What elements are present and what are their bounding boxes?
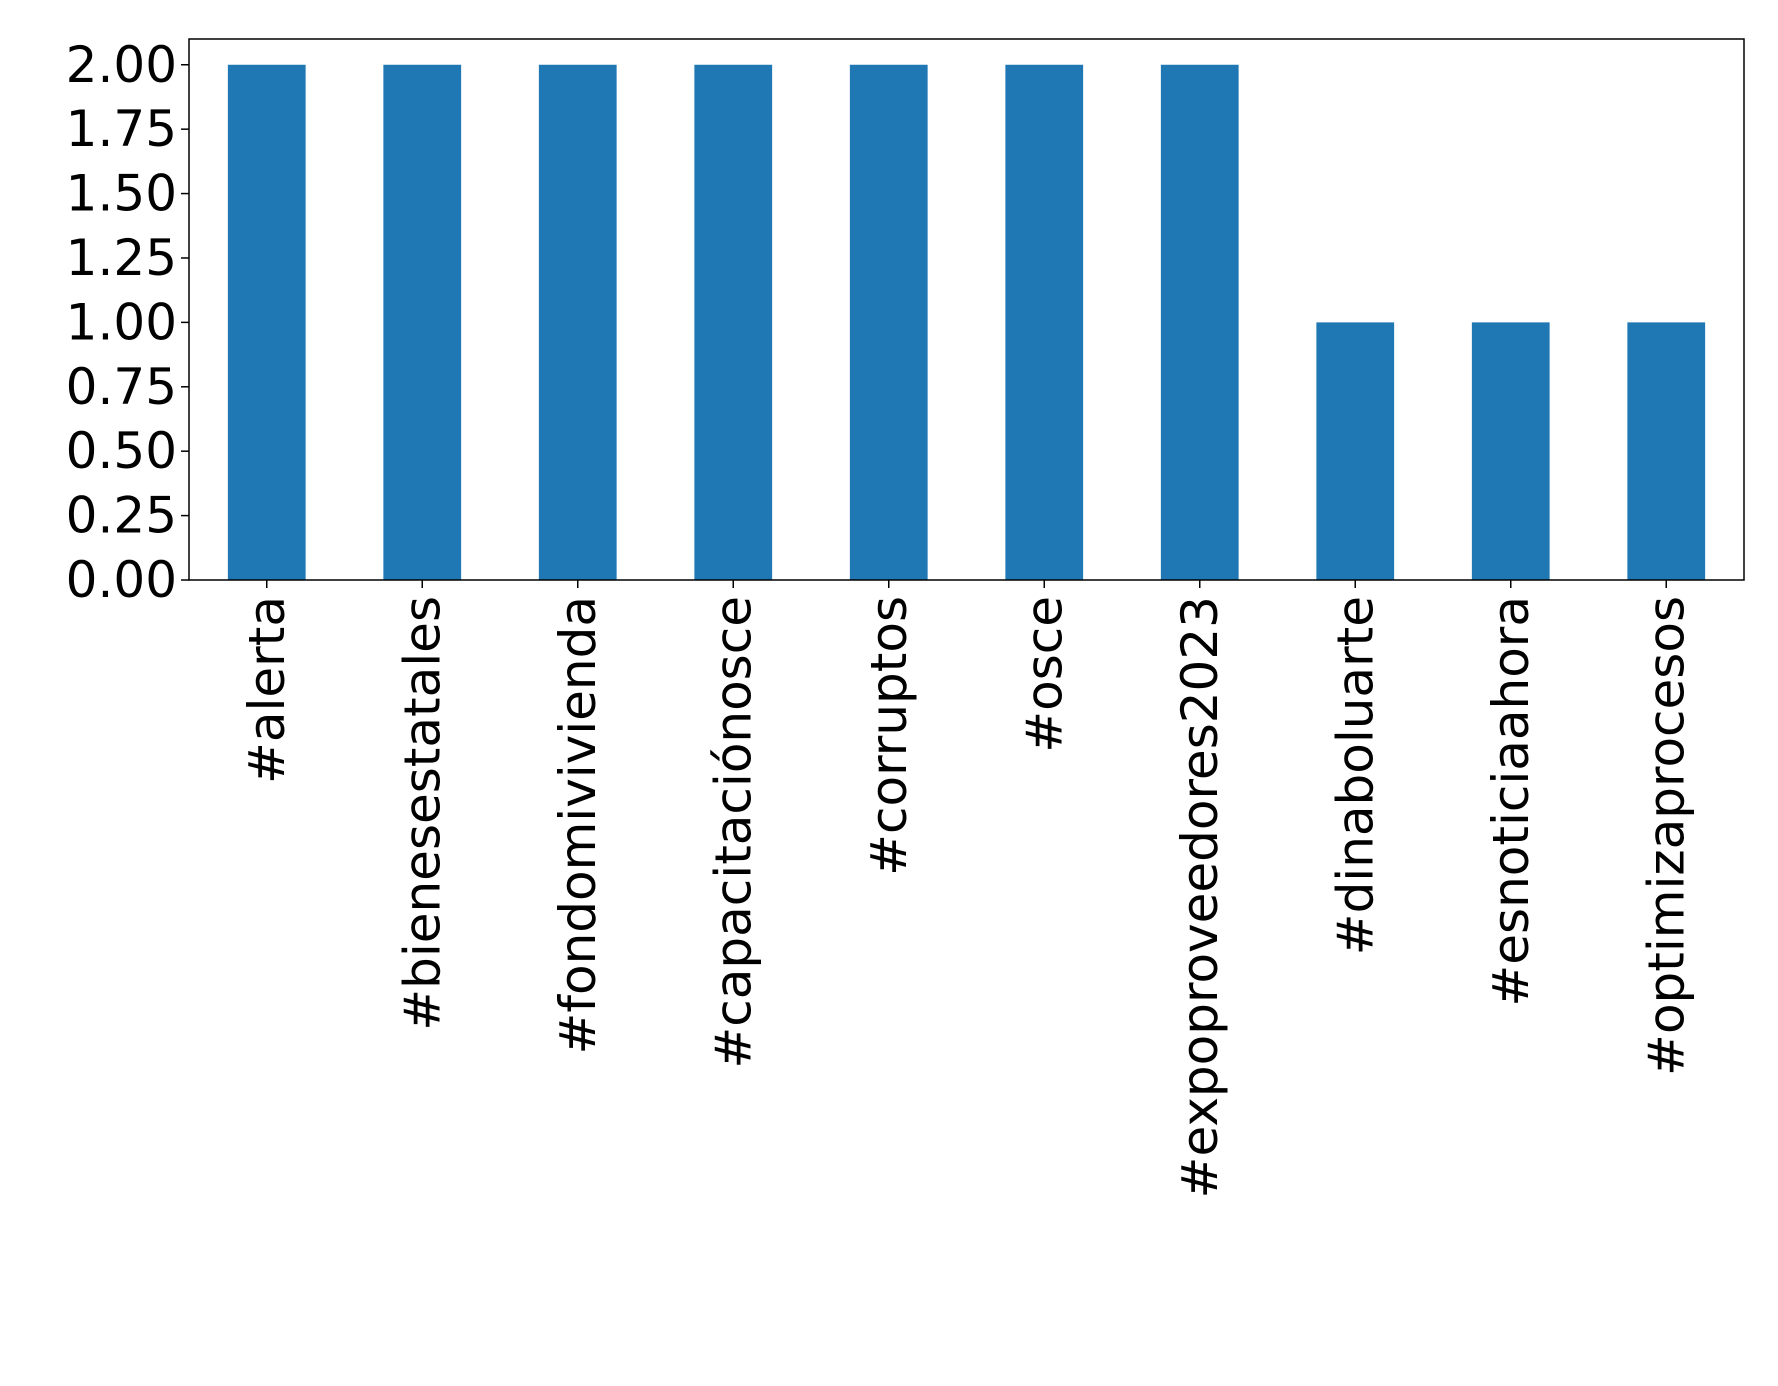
y-tick-label: 0.25: [66, 487, 177, 545]
y-tick-label: 2.00: [66, 36, 177, 94]
x-axis: #alerta #bienesestatales #fondomivivienda #…: [238, 580, 1695, 1198]
bar-fondomivivienda: [538, 64, 617, 580]
bar-alerta: [227, 64, 306, 580]
x-tick-label: #capacitaciónosce: [704, 596, 762, 1069]
x-tick-label: #optimizaprocesos: [1637, 596, 1695, 1076]
plot-frame: [188, 38, 1745, 581]
y-axis: 0.00 0.25 0.50 0.75 1.00 1.25 1.50 1.75 2.00: [66, 36, 189, 609]
x-tick-label: #esnoticiaahora: [1482, 596, 1540, 1007]
x-tick-label: #corruptos: [860, 596, 918, 876]
bar-osce: [1005, 64, 1084, 580]
bar-corruptos: [849, 64, 928, 580]
x-tick-label: #alerta: [238, 596, 296, 784]
bar-dinaboluarte: [1316, 322, 1395, 580]
bar-esnoticiaahora: [1471, 322, 1550, 580]
x-tick-label: #bienesestatales: [393, 596, 451, 1031]
y-tick-label: 0.50: [66, 422, 177, 480]
bar-capacitaciónosce: [694, 64, 773, 580]
x-tick-label: #osce: [1015, 596, 1073, 753]
x-tick-label: #fondomivivienda: [549, 596, 607, 1055]
bar-bienesestatales: [383, 64, 462, 580]
y-tick-label: 0.00: [66, 551, 177, 609]
x-tick-label: #dinaboluarte: [1326, 596, 1384, 955]
bars-layer: [227, 64, 1706, 580]
y-tick-label: 1.25: [66, 229, 177, 287]
bar-optimizaprocesos: [1627, 322, 1706, 580]
y-tick-label: 1.50: [66, 165, 177, 223]
y-tick-label: 1.75: [66, 100, 177, 158]
bar-expoproveedores2023: [1160, 64, 1239, 580]
y-tick-label: 1.00: [66, 293, 177, 351]
x-tick-label: #expoproveedores2023: [1171, 596, 1229, 1198]
y-tick-label: 0.75: [66, 358, 177, 416]
